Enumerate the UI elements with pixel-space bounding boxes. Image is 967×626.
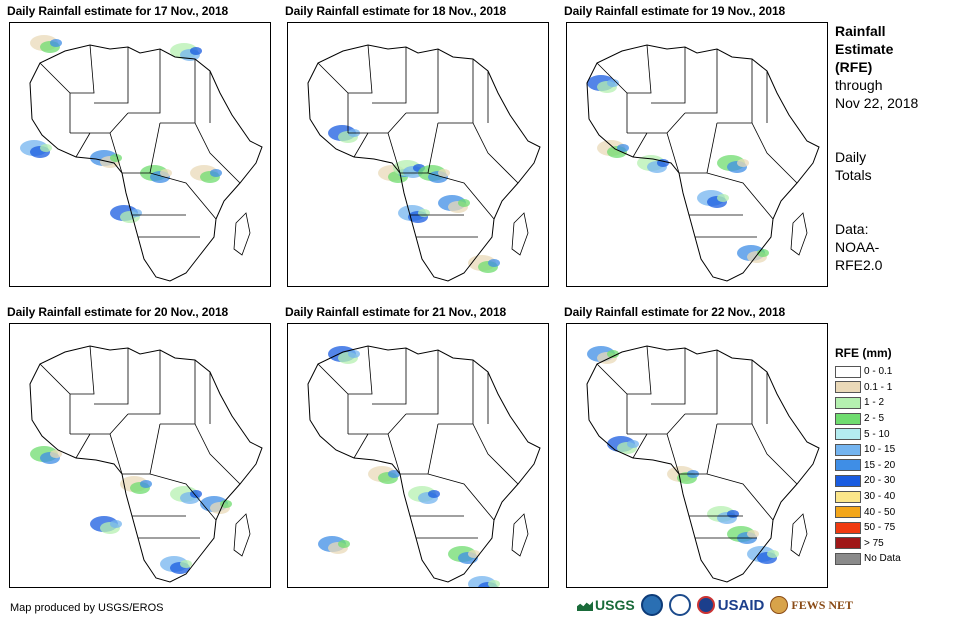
legend-swatch	[835, 506, 861, 519]
rainfall-map	[287, 22, 549, 287]
legend-title: RFE (mm)	[835, 346, 892, 360]
legend-item: 30 - 40	[835, 489, 901, 505]
africa-map	[586, 44, 820, 282]
legend-swatch	[835, 443, 861, 456]
legend-item: 40 - 50	[835, 504, 901, 520]
usgs-logo: USGS	[577, 597, 635, 613]
map-panel-21-nov: Daily Rainfall estimate for 21 Nov., 201…	[285, 305, 549, 588]
legend-label: No Data	[864, 553, 901, 565]
panel-title: Daily Rainfall estimate for 17 Nov., 201…	[7, 4, 229, 18]
panel-title: Daily Rainfall estimate for 20 Nov., 201…	[7, 305, 229, 319]
rainfall-map	[566, 323, 828, 588]
map-panel-17-nov: Daily Rainfall estimate for 17 Nov., 201…	[7, 4, 271, 287]
africa-map	[20, 35, 263, 282]
legend-swatch	[835, 396, 861, 409]
legend-label: 20 - 30	[864, 475, 896, 487]
rainfall-map	[287, 323, 549, 588]
legend-label: > 75	[864, 537, 884, 549]
data-label: NOAA-	[835, 239, 880, 255]
noaa-logo	[640, 594, 663, 616]
legend-swatch	[835, 412, 861, 425]
legend-swatch	[835, 459, 861, 472]
legend-item: > 75	[835, 536, 901, 552]
legend-item: 1 - 2	[835, 395, 901, 411]
legend-label: 40 - 50	[864, 506, 896, 518]
legend-swatch	[835, 428, 861, 441]
map-panel-22-nov: Daily Rainfall estimate for 22 Nov., 201…	[564, 305, 828, 588]
credit-text: Map produced by USGS/EROS	[10, 602, 164, 614]
legend-swatch	[835, 521, 861, 534]
daily-label: Totals	[835, 167, 872, 183]
legend-label: 2 - 5	[864, 413, 885, 425]
legend-swatch	[835, 381, 861, 394]
legend-item: 15 - 20	[835, 458, 901, 474]
legend-label: 30 - 40	[864, 491, 896, 503]
data-label: Data:	[835, 221, 869, 237]
usaid-logo: USAID	[696, 596, 764, 614]
legend-label: 0.1 - 1	[864, 381, 893, 393]
legend-label: 5 - 10	[864, 428, 890, 440]
legend-swatch	[835, 474, 861, 487]
legend-item: 2 - 5	[835, 411, 901, 427]
panel-title: Daily Rainfall estimate for 22 Nov., 201…	[564, 305, 786, 319]
panel-title: Daily Rainfall estimate for 21 Nov., 201…	[285, 305, 507, 319]
africa-map	[307, 44, 541, 282]
legend-label: 15 - 20	[864, 459, 896, 471]
legend-item: 5 - 10	[835, 426, 901, 442]
panel-title: Daily Rainfall estimate for 18 Nov., 201…	[285, 4, 507, 18]
map-panel-19-nov: Daily Rainfall estimate for 19 Nov., 201…	[564, 4, 828, 287]
legend-item: 10 - 15	[835, 442, 901, 458]
legend-item: 20 - 30	[835, 473, 901, 489]
legend-item: No Data	[835, 551, 901, 567]
legend-swatch	[835, 365, 861, 378]
through-label: through	[835, 77, 883, 93]
heading-line: Estimate	[835, 41, 894, 57]
data-label: RFE2.0	[835, 257, 883, 273]
rainfall-map	[9, 323, 271, 588]
legend-label: 10 - 15	[864, 444, 896, 456]
africa-map	[29, 345, 263, 583]
panel-title: Daily Rainfall estimate for 19 Nov., 201…	[564, 4, 786, 18]
legend-item: 0 - 0.1	[835, 364, 901, 380]
legend-item: 0.1 - 1	[835, 380, 901, 396]
heading-line: Rainfall	[835, 23, 886, 39]
logos: USGS USAID FEWS NET	[577, 594, 853, 616]
legend-swatch	[835, 537, 861, 550]
through-date: Nov 22, 2018	[835, 95, 919, 111]
legend-swatch	[835, 552, 861, 565]
doi-seal-icon	[668, 594, 691, 616]
map-panel-18-nov: Daily Rainfall estimate for 18 Nov., 201…	[285, 4, 549, 287]
fews-net-logo: FEWS NET	[770, 596, 853, 614]
legend-label: 0 - 0.1	[864, 366, 893, 378]
africa-map	[586, 345, 820, 583]
africa-map	[307, 345, 541, 587]
rainfall-map	[566, 22, 828, 287]
legend-swatch	[835, 490, 861, 503]
map-panel-20-nov: Daily Rainfall estimate for 20 Nov., 201…	[7, 305, 271, 588]
rainfall-map	[9, 22, 271, 287]
daily-label: Daily	[835, 149, 867, 165]
legend: RFE (mm) 0 - 0.1 0.1 - 1 1 - 2 2 - 5 5 - 10 1…	[835, 346, 901, 567]
legend-label: 1 - 2	[864, 397, 885, 409]
legend-item: 50 - 75	[835, 520, 901, 536]
legend-label: 50 - 75	[864, 522, 896, 534]
side-info: Rainfall Estimate (RFE) through Nov 22, …	[835, 22, 955, 274]
heading-line: (RFE)	[835, 59, 873, 75]
